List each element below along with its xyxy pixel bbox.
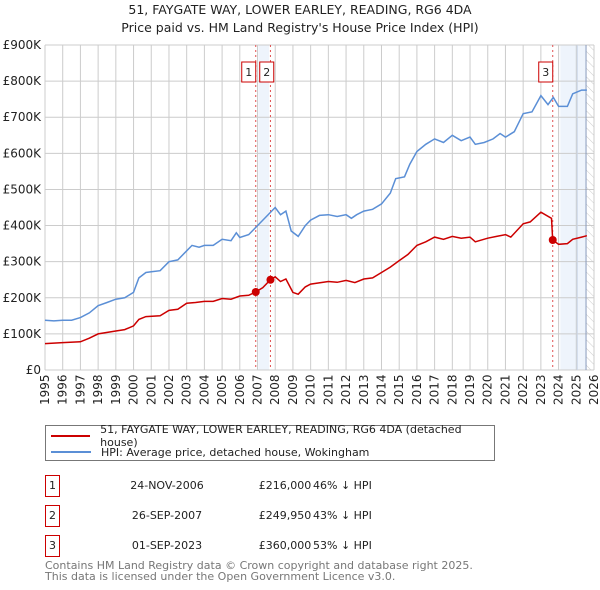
- x-tick-label: 2025: [569, 374, 583, 405]
- transaction-marker: 2: [45, 505, 60, 527]
- x-tick-label: 2004: [197, 374, 211, 405]
- x-tick-label: 2006: [233, 374, 247, 405]
- y-tick-label: £200K: [3, 291, 43, 305]
- x-tick-label: 2009: [286, 374, 300, 405]
- y-tick-label: £0: [26, 363, 41, 377]
- transaction-row: 3 01-SEP-2023 £360,000 53% ↓ HPI: [45, 535, 545, 557]
- legend-label: HPI: Average price, detached house, Woki…: [101, 445, 370, 459]
- footer-line: This data is licensed under the Open Gov…: [45, 570, 396, 583]
- y-tick-label: £800K: [3, 74, 43, 88]
- x-tick-label: 2014: [374, 374, 388, 405]
- transaction-row: 1 24-NOV-2006 £216,000 46% ↓ HPI: [45, 475, 545, 497]
- x-tick-label: 2013: [357, 374, 371, 405]
- legend-swatch: [51, 451, 91, 453]
- x-tick-label: 2019: [463, 374, 477, 405]
- transaction-date: 01-SEP-2023: [131, 539, 203, 552]
- sale-label-box: [259, 61, 275, 83]
- y-tick-label: £100K: [3, 327, 43, 341]
- x-tick-label: 2026: [587, 374, 600, 405]
- x-tick-label: 1999: [109, 374, 123, 405]
- forecast-hatch: [586, 45, 594, 370]
- sale-label-text: 2: [263, 66, 270, 79]
- transaction-marker: 1: [45, 475, 60, 497]
- property-price-line: [44, 211, 588, 345]
- transaction-hpi-diff: 43% ↓ HPI: [313, 509, 372, 522]
- x-tick-label: 2016: [410, 374, 424, 405]
- transaction-date: 24-NOV-2006: [130, 479, 204, 492]
- sale-label-box: [538, 61, 554, 83]
- x-tick-label: 1998: [91, 374, 105, 405]
- x-tick-label: 2005: [215, 374, 229, 405]
- transaction-marker: 3: [45, 535, 60, 557]
- shade-region: [560, 45, 587, 370]
- sale-point: [251, 288, 260, 296]
- legend-swatch: [51, 435, 91, 437]
- transaction-row: 2 26-SEP-2007 £249,950 43% ↓ HPI: [45, 505, 545, 527]
- chart-title: 51, FAYGATE WAY, LOWER EARLEY, READING, …: [128, 2, 472, 17]
- x-tick-label: 2000: [127, 374, 141, 405]
- y-tick-label: £400K: [3, 219, 43, 233]
- transaction-hpi-diff: 46% ↓ HPI: [313, 479, 372, 492]
- shade-region: [258, 45, 270, 370]
- sale-label-1: 1: [241, 61, 257, 83]
- sale-label-box: [241, 61, 257, 83]
- x-tick-label: 2021: [498, 374, 512, 405]
- x-tick-label: 2015: [392, 374, 406, 405]
- x-tick-label: 2012: [339, 374, 353, 405]
- transaction-date: 26-SEP-2007: [131, 509, 203, 522]
- x-tick-label: 2023: [534, 374, 548, 405]
- x-tick-label: 2007: [251, 374, 265, 405]
- transaction-price: £360,000: [258, 539, 312, 552]
- footer-line: Contains HM Land Registry data © Crown c…: [45, 559, 473, 572]
- sale-label-text: 3: [542, 66, 549, 79]
- x-tick-label: 2018: [445, 374, 459, 405]
- legend-label: 51, FAYGATE WAY, LOWER EARLEY, READING, …: [100, 423, 462, 449]
- x-tick-label: 1996: [56, 374, 70, 405]
- sale-label-text: 1: [245, 66, 252, 79]
- x-tick-label: 2022: [516, 374, 530, 405]
- transaction-price: £216,000: [258, 479, 312, 492]
- legend-item-property: 51, FAYGATE WAY, LOWER EARLEY, READING, …: [51, 423, 494, 449]
- x-tick-label: 2001: [144, 374, 158, 405]
- sale-label-3: 3: [538, 61, 554, 83]
- price-chart: 1995 1996 1997 1998 1999 2000 2001 2002 2003 2004…: [3, 38, 600, 405]
- sale-point: [548, 236, 557, 244]
- x-tick-label: 2010: [304, 374, 318, 405]
- x-tick-label: 2003: [180, 374, 194, 405]
- y-tick-label: £700K: [3, 110, 43, 124]
- x-tick-label: 2020: [481, 374, 495, 405]
- x-tick-label: 2011: [321, 374, 335, 405]
- x-tick-label: 1997: [73, 374, 87, 405]
- sale-label-2: 2: [259, 61, 275, 83]
- x-tick-label: 2017: [428, 374, 442, 405]
- x-tick-label: 2008: [268, 374, 282, 405]
- y-tick-label: £300K: [3, 255, 43, 269]
- sale-point: [266, 275, 275, 284]
- legend-item-hpi: HPI: Average price, detached house, Woki…: [51, 444, 369, 460]
- legend: 51, FAYGATE WAY, LOWER EARLEY, READING, …: [45, 423, 495, 461]
- hpi-line: [44, 89, 587, 322]
- y-tick-label: £600K: [3, 146, 43, 160]
- y-tick-label: £500K: [3, 182, 43, 196]
- transaction-price: £249,950: [258, 509, 312, 522]
- x-tick-label: 2002: [162, 374, 176, 405]
- transaction-hpi-diff: 53% ↓ HPI: [313, 539, 372, 552]
- x-tick-label: 1995: [38, 374, 52, 405]
- chart-subtitle: Price paid vs. HM Land Registry's House …: [121, 20, 479, 35]
- y-tick-label: £900K: [3, 38, 43, 52]
- x-tick-label: 2024: [552, 374, 566, 405]
